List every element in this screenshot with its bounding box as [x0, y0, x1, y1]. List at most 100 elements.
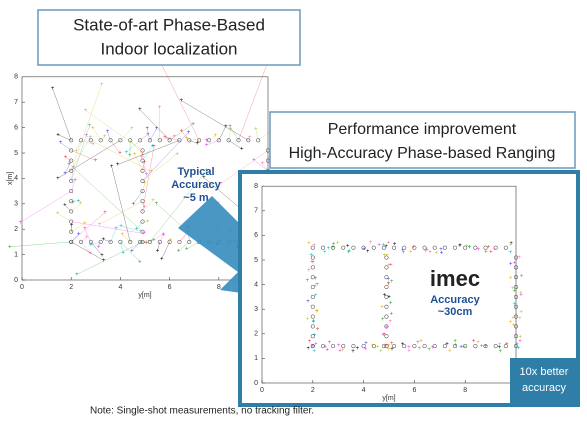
estimate: + [459, 345, 463, 351]
error-line [57, 140, 121, 179]
estimate: + [346, 243, 350, 249]
estimate: + [389, 262, 393, 268]
ref-point [384, 304, 389, 309]
error-line [159, 136, 175, 141]
estimate: + [401, 247, 405, 253]
estimate: + [51, 86, 55, 92]
estimate: + [180, 129, 184, 135]
error-line [71, 179, 76, 192]
estimate: + [509, 243, 513, 249]
estimate: + [314, 276, 318, 282]
error-line [117, 140, 180, 165]
estimate: + [389, 301, 393, 307]
estimate: + [387, 294, 391, 300]
estimate: + [254, 127, 258, 133]
ref-point [483, 245, 488, 250]
estimate: + [458, 243, 462, 249]
estimate: + [94, 158, 98, 164]
error-line [103, 239, 111, 243]
error-line [142, 145, 153, 161]
estimate: + [380, 304, 384, 310]
error-line [100, 136, 105, 141]
estimate: + [214, 133, 218, 139]
y-tick-label: 3 [14, 201, 18, 208]
estimate: + [381, 332, 385, 338]
annotation: ~30cm [438, 306, 473, 318]
estimate: + [377, 243, 381, 249]
estimate: + [152, 144, 156, 150]
ref-point [371, 245, 376, 250]
estimate: + [484, 344, 488, 350]
error-line [130, 140, 143, 156]
ref-point [310, 314, 315, 319]
estimate: + [175, 151, 179, 157]
ref-point [432, 344, 437, 349]
estimate: + [518, 334, 522, 340]
x-axis-label: y[m] [138, 292, 151, 299]
estimate: + [101, 237, 105, 243]
ref-point [442, 245, 447, 250]
error-line [159, 234, 164, 242]
x-tick-label: 4 [362, 387, 366, 394]
error-line [98, 241, 101, 248]
estimate: + [162, 232, 166, 238]
estimate: + [519, 309, 523, 315]
estimate: + [390, 279, 394, 285]
ref-point [473, 344, 478, 349]
ref-point [140, 158, 145, 163]
estimate: + [505, 342, 509, 348]
estimate: + [462, 344, 466, 350]
error-line [9, 241, 72, 247]
estimate: + [364, 347, 368, 353]
estimate: + [204, 138, 208, 144]
x-tick-label: 8 [217, 284, 221, 291]
ref-point [246, 138, 251, 143]
error-line [107, 131, 111, 141]
y-tick-label: 2 [254, 331, 258, 338]
estimate: + [205, 168, 209, 174]
ref-point [88, 138, 93, 143]
ref-point [98, 138, 103, 143]
badge-text: 10x better [520, 366, 569, 378]
ref-point [69, 158, 74, 163]
ref-point [320, 245, 326, 250]
estimate: + [383, 292, 387, 298]
ref-point [236, 138, 241, 143]
estimate: + [439, 247, 443, 253]
estimate: + [453, 342, 457, 348]
ref-point [351, 245, 356, 250]
estimate: + [314, 293, 318, 299]
ref-point [483, 344, 488, 349]
estimate: + [84, 108, 88, 114]
estimate: + [316, 327, 320, 333]
estimate: + [77, 198, 81, 204]
y-tick-label: 6 [254, 232, 258, 239]
ref-point [78, 239, 84, 244]
error-line [71, 221, 145, 234]
error-line [189, 140, 198, 144]
error-line [80, 140, 94, 145]
estimate: + [143, 181, 147, 187]
estimate: + [498, 342, 502, 348]
ref-point [384, 334, 389, 339]
annotation: Accuracy [430, 294, 480, 306]
estimate: + [336, 241, 340, 247]
ref-point [384, 285, 389, 290]
ref-point [463, 344, 468, 349]
ref-point [392, 245, 397, 250]
estimate: + [407, 345, 411, 351]
error-line [133, 190, 143, 204]
estimate: + [155, 201, 159, 207]
error-line [71, 203, 81, 212]
estimate: + [185, 136, 189, 142]
estimate: + [146, 219, 150, 225]
estimate: + [408, 250, 412, 256]
estimate: + [383, 253, 387, 259]
error-line [186, 241, 200, 250]
error-line [149, 233, 164, 243]
estimate: + [72, 164, 76, 170]
estimate: + [498, 349, 502, 355]
estimate: + [311, 260, 315, 266]
error-line [120, 128, 133, 141]
